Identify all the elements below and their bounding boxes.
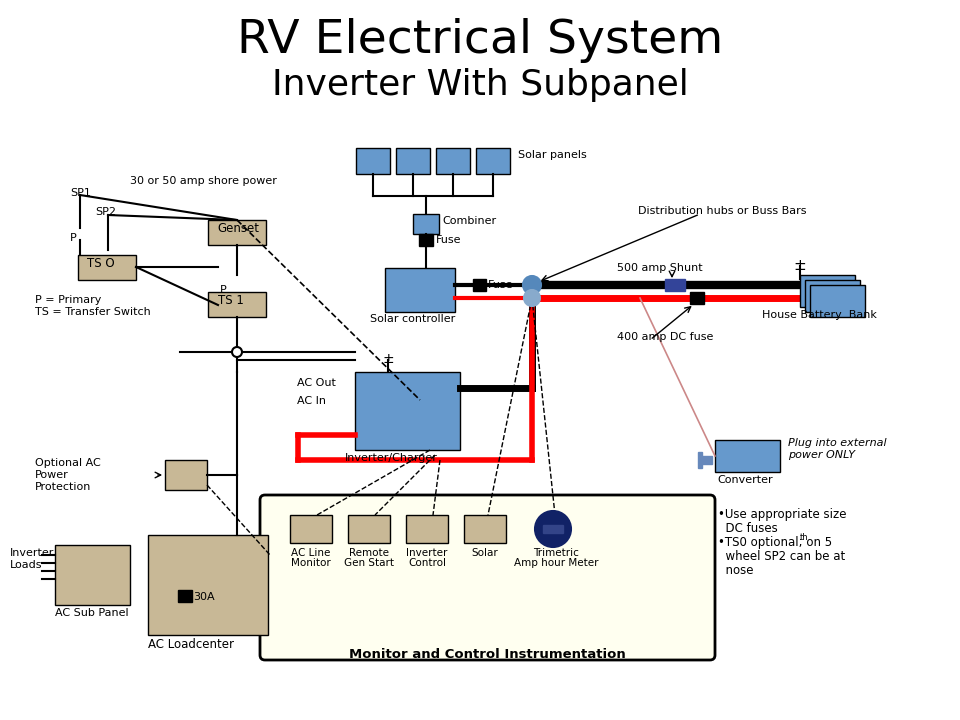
Bar	[698, 452, 702, 468]
Text: TS 1: TS 1	[218, 294, 244, 307]
Bar	[805, 280, 860, 312]
Bar	[165, 460, 207, 490]
Text: AC Line: AC Line	[291, 548, 330, 558]
Text: Inverter With Subpanel: Inverter With Subpanel	[272, 68, 688, 102]
Text: Monitor and Control Instrumentation: Monitor and Control Instrumentation	[348, 648, 625, 661]
Text: 30 or 50 amp shore power: 30 or 50 amp shore power	[130, 176, 276, 186]
Text: Protection: Protection	[35, 482, 91, 492]
Text: TS = Transfer Switch: TS = Transfer Switch	[35, 307, 151, 317]
Text: House Battery  Bank: House Battery Bank	[762, 310, 876, 320]
Text: SP1: SP1	[70, 188, 91, 198]
Bar	[208, 220, 266, 245]
Text: AC In: AC In	[297, 396, 326, 406]
Bar	[348, 515, 390, 543]
Text: 30A: 30A	[193, 592, 215, 602]
Bar	[700, 456, 712, 464]
Bar	[810, 285, 865, 317]
Text: Genset: Genset	[217, 222, 259, 235]
Text: Inverter/Charger: Inverter/Charger	[345, 453, 438, 463]
Text: P = Primary: P = Primary	[35, 295, 102, 305]
Bar	[464, 515, 506, 543]
Text: Solar: Solar	[471, 548, 498, 558]
Text: Distribution hubs or Buss Bars: Distribution hubs or Buss Bars	[638, 206, 806, 216]
Text: RV Electrical System: RV Electrical System	[237, 18, 723, 63]
Text: AC Sub Panel: AC Sub Panel	[55, 608, 129, 618]
Text: AC Loadcenter: AC Loadcenter	[148, 638, 234, 651]
Bar	[543, 525, 563, 533]
Text: TS O: TS O	[87, 257, 114, 270]
Text: •TS0 optional; on 5: •TS0 optional; on 5	[718, 536, 832, 549]
Bar	[690, 292, 704, 304]
Text: ±: ±	[794, 258, 806, 273]
Text: AC Out: AC Out	[297, 378, 336, 388]
Bar	[665, 279, 685, 291]
Text: wheel SP2 can be at: wheel SP2 can be at	[718, 550, 845, 563]
Bar	[800, 275, 855, 307]
Bar	[385, 268, 455, 312]
Text: Inverter: Inverter	[406, 548, 447, 558]
Text: DC fuses: DC fuses	[718, 522, 778, 535]
Bar	[208, 292, 266, 317]
Text: Converter: Converter	[717, 475, 773, 485]
Text: Power: Power	[35, 470, 69, 480]
Text: Loads: Loads	[10, 560, 42, 570]
Text: Gen Start: Gen Start	[344, 558, 394, 568]
Text: 500 amp Shunt: 500 amp Shunt	[617, 263, 703, 273]
Text: nose: nose	[718, 564, 754, 577]
Bar	[355, 372, 460, 450]
Text: Trimetric: Trimetric	[533, 548, 579, 558]
Bar	[178, 590, 192, 602]
Text: Control: Control	[408, 558, 446, 568]
Text: 400 amp DC fuse: 400 amp DC fuse	[617, 332, 713, 342]
Text: •Use appropriate size: •Use appropriate size	[718, 508, 847, 521]
Bar	[406, 515, 448, 543]
Text: Solar controller: Solar controller	[370, 314, 455, 324]
Text: Optional AC: Optional AC	[35, 458, 101, 468]
Bar	[419, 234, 433, 246]
FancyBboxPatch shape	[260, 495, 715, 660]
Bar	[413, 214, 439, 234]
Bar	[55, 545, 130, 605]
Circle shape	[524, 290, 540, 306]
Bar	[290, 515, 332, 543]
Text: Remote: Remote	[349, 548, 389, 558]
Text: Fuse: Fuse	[436, 235, 462, 245]
Bar	[148, 535, 268, 635]
Text: P: P	[220, 285, 227, 295]
Text: ±: ±	[382, 352, 394, 366]
Text: Fuse: Fuse	[488, 280, 514, 290]
Circle shape	[232, 347, 242, 357]
Bar	[476, 148, 510, 174]
Bar	[356, 148, 390, 174]
Text: th: th	[800, 533, 808, 542]
Text: Plug into external: Plug into external	[788, 438, 887, 448]
Bar	[473, 279, 486, 291]
Text: Inverter: Inverter	[10, 548, 55, 558]
Bar	[715, 440, 780, 472]
Text: Amp hour Meter: Amp hour Meter	[514, 558, 598, 568]
Bar	[436, 148, 470, 174]
Bar	[396, 148, 430, 174]
Circle shape	[535, 511, 571, 547]
Text: Monitor: Monitor	[291, 558, 331, 568]
Text: Solar panels: Solar panels	[518, 150, 587, 160]
Bar	[78, 255, 136, 280]
Text: SP2: SP2	[95, 207, 116, 217]
Circle shape	[523, 276, 541, 294]
Text: Combiner: Combiner	[442, 216, 496, 226]
Text: power ONLY: power ONLY	[788, 450, 855, 460]
Text: P: P	[70, 233, 77, 243]
